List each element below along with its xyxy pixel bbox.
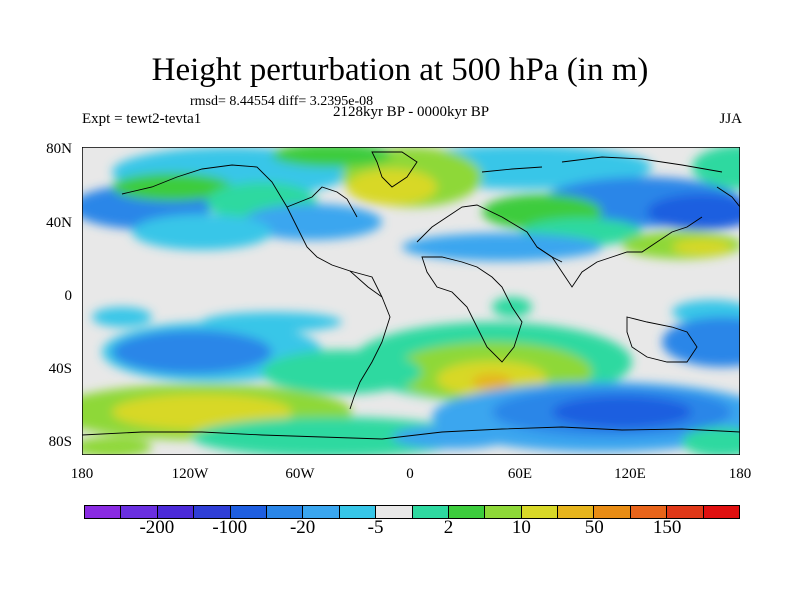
lat-tick-label: 80N (46, 141, 72, 157)
lat-tick-label: 40N (46, 215, 72, 231)
colorbar-label: -100 (212, 517, 248, 538)
colorbar-label: 10 (511, 517, 531, 538)
map-panel (82, 147, 740, 455)
lat-tick-label: 40S (48, 361, 72, 377)
colorbar-swatch (121, 506, 158, 518)
colorbar-label: 50 (584, 517, 604, 538)
lat-tick-label: 80S (48, 434, 72, 450)
plot-title: Height perturbation at 500 hPa (in m) (151, 52, 649, 88)
lon-tick-label: 180 (70, 466, 94, 482)
coastlines (82, 151, 740, 440)
colorbar-swatch (339, 506, 377, 518)
colorbar-swatch (558, 506, 595, 518)
lon-tick-label: 60W (285, 466, 315, 482)
left-header: Expt = tewt2-tevta1 (82, 111, 202, 127)
center-header: 2128kyr BP - 0000kyr BP (332, 104, 490, 120)
colorbar-swatch (485, 506, 522, 518)
colorbar-swatch (594, 506, 631, 518)
colorbar-label: -200 (139, 517, 175, 538)
colorbar-swatch (157, 506, 195, 518)
colorbar-swatch (703, 506, 741, 518)
lon-tick-label: 0 (406, 466, 414, 482)
colorbar (84, 505, 741, 519)
colorbar-swatch (376, 506, 413, 518)
lon-tick-label: 180 (728, 466, 752, 482)
colorbar-label: 150 (652, 517, 682, 538)
right-header: JJA (719, 111, 742, 127)
colorbar-swatch (194, 506, 231, 518)
lat-tick-label: 0 (64, 288, 73, 304)
lon-tick-label: 120E (614, 466, 646, 482)
colorbar-swatch (303, 506, 340, 518)
colorbar-swatch (84, 506, 122, 518)
colorbar-swatch (448, 506, 486, 518)
colorbar-swatch (230, 506, 267, 518)
colorbar-swatch (412, 506, 449, 518)
colorbar-swatch (630, 506, 668, 518)
colorbar-label: 2 (443, 517, 454, 538)
lon-tick-label: 120W (171, 466, 209, 482)
lon-tick-label: 60E (507, 466, 533, 482)
stats-text: rmsd= 8.44554 diff= 3.2395e-08 (190, 94, 374, 109)
colorbar-swatch (667, 506, 704, 518)
colorbar-swatch (266, 506, 304, 518)
colorbar-label: -20 (289, 517, 316, 538)
colorbar-label: -5 (367, 517, 384, 538)
colorbar-swatch (521, 506, 559, 518)
